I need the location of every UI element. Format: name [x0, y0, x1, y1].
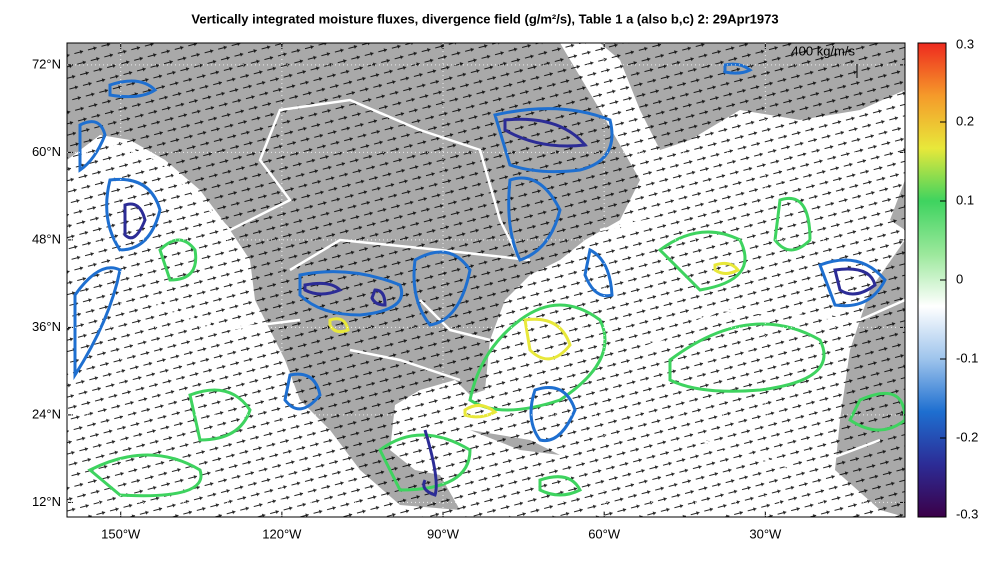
lon-tick-label: 120°W	[262, 526, 302, 541]
lon-tick-label: 150°W	[101, 526, 141, 541]
lat-tick-label: 72°N	[32, 56, 61, 71]
colorbar-tick-label: -0.1	[956, 350, 978, 365]
colorbar-tick-label: 0.3	[956, 36, 974, 51]
colorbar-tick-label: 0	[956, 271, 963, 286]
lon-tick-label: 60°W	[588, 526, 621, 541]
plot-frame	[66, 42, 906, 518]
reference-vector-label: 400 kg/m/s	[791, 43, 855, 58]
colorbar-tick-label: 0.2	[956, 113, 974, 128]
lat-tick-label: 60°N	[32, 144, 61, 159]
map-area	[67, 43, 905, 517]
lon-tick-label: 30°W	[749, 526, 782, 541]
lat-tick-label: 48°N	[32, 231, 61, 246]
colorbar-tick-label: -0.3	[956, 506, 978, 521]
colorbar-tick-label: -0.2	[956, 429, 978, 444]
lat-tick-label: 24°N	[32, 406, 61, 421]
colorbar-tick-label: 0.1	[956, 192, 974, 207]
lat-tick-label: 36°N	[32, 319, 61, 334]
lat-tick-label: 12°N	[32, 494, 61, 509]
lon-tick-label: 90°W	[427, 526, 460, 541]
map-title: Vertically integrated moisture fluxes, d…	[191, 11, 778, 26]
